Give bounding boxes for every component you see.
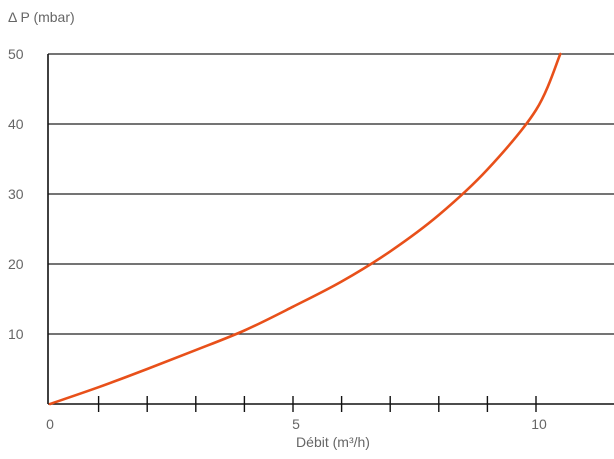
- x-tick-labels: 0 5 10: [46, 416, 547, 432]
- grid-layer: [48, 53, 614, 335]
- x-tick-label-10: 10: [531, 416, 547, 432]
- y-tick-label-50: 50: [8, 46, 24, 62]
- y-tick-label-40: 40: [8, 116, 24, 132]
- series-line-0: [48, 52, 562, 406]
- y-tick-label-10: 10: [8, 326, 24, 342]
- y-tick-labels: 10 20 30 40 50: [8, 46, 24, 342]
- y-tick-label-20: 20: [8, 256, 24, 272]
- axis-layer: [47, 54, 614, 412]
- x-tick-label-0: 0: [46, 416, 54, 432]
- y-tick-label-30: 30: [8, 186, 24, 202]
- y-axis-title: Δ P (mbar): [8, 9, 75, 25]
- series-layer: [48, 52, 562, 406]
- x-axis-title: Débit (m³/h): [296, 434, 370, 450]
- x-tick-label-5: 5: [292, 416, 300, 432]
